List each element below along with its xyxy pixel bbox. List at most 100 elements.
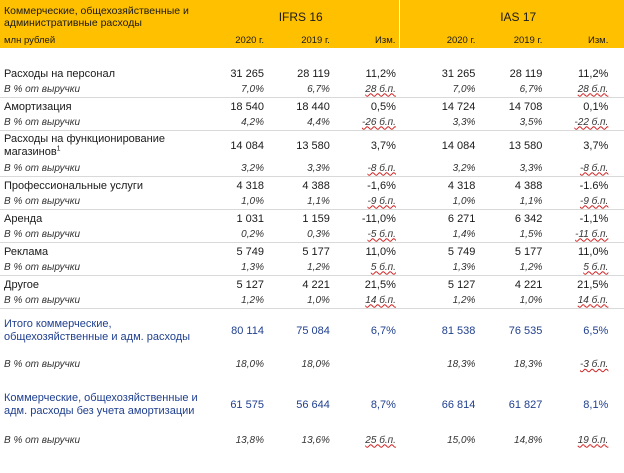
cell: 0,2% — [202, 227, 268, 243]
cell: 7,0% — [202, 82, 268, 98]
table-row-total-ex-amortization: Коммерческие, общехозяйственные и адм. р… — [0, 377, 624, 433]
row-label: Итого коммерческие, общехозяйственные и … — [4, 318, 191, 343]
cell: 4,2% — [202, 115, 268, 131]
table-row: Реклама 5 749 5 177 11,0% 5 749 5 177 11… — [0, 243, 624, 261]
cell: 14 б.п. — [333, 293, 400, 309]
cell: 21,5% — [364, 278, 396, 291]
cell: 15,0% — [447, 434, 476, 446]
cell: 1 159 — [302, 212, 330, 225]
table-row: В % от выручки 7,0% 6,7% 28 б.п. 7,0% 6,… — [0, 82, 624, 98]
table-row: В % от выручки 1,3% 1,2% 5 б.п. 1,3% 1,2… — [0, 260, 624, 276]
ifrs16-heading: IFRS 16 — [202, 0, 400, 34]
col-2019-ifrs: 2019 г. — [267, 34, 334, 48]
cell: 1,0% — [267, 293, 334, 309]
cell: 28 б.п. — [333, 82, 400, 98]
cell: 3,2% — [412, 161, 480, 177]
row-label: Коммерческие, общехозяйственные и адм. р… — [4, 392, 198, 417]
cell: 61 827 — [508, 399, 543, 411]
cell: 18 540 — [230, 100, 264, 113]
cell: 81 538 — [441, 325, 476, 337]
cell: 4 221 — [302, 278, 330, 291]
cell: 11,2% — [365, 67, 396, 80]
cell: 18 440 — [296, 100, 330, 113]
cell: 1,3% — [202, 260, 268, 276]
table-row: В % от выручки 3,2% 3,3% -8 б.п. 3,2% 3,… — [0, 161, 624, 177]
cell: 7,0% — [412, 82, 480, 98]
row-label: В % от выручки — [0, 161, 203, 177]
cell: 1,0% — [479, 293, 547, 309]
row-label: Расходы на функционирование магазинов1 — [4, 133, 165, 158]
cell: 31 265 — [230, 67, 264, 80]
cell: 66 814 — [441, 399, 476, 411]
cell: 1,2% — [412, 293, 480, 309]
cell: 3,2% — [202, 161, 268, 177]
cell: 5 б.п. — [333, 260, 400, 276]
row-label: В % от выручки — [0, 82, 203, 98]
cell: 14,8% — [514, 434, 543, 446]
cell: 18,3% — [514, 359, 543, 370]
table-row: В % от выручки 1,2% 1,0% 14 б.п. 1,2% 1,… — [0, 293, 624, 309]
row-label: В % от выручки — [0, 227, 203, 243]
cell: 1,3% — [412, 260, 480, 276]
row-label: Аренда — [4, 212, 43, 225]
unit-label: млн рублей — [0, 34, 203, 48]
table-row: Профессиональные услуги 4 318 4 388 -1,6… — [0, 177, 624, 195]
cell: 14 724 — [441, 100, 476, 113]
cell: 3,3% — [412, 115, 480, 131]
cell: -11,0% — [361, 212, 396, 225]
cell: 6 342 — [514, 212, 543, 225]
cell: 1,0% — [202, 194, 268, 210]
row-label: Амортизация — [4, 100, 72, 113]
cell: 6,7% — [267, 82, 334, 98]
cell: 1,0% — [412, 194, 480, 210]
cell: 5 749 — [236, 245, 264, 258]
cell: 25 б.п. — [365, 434, 396, 446]
cell: 5 127 — [236, 278, 264, 291]
cell: 5 б.п. — [546, 260, 613, 276]
cell: 5 177 — [514, 245, 543, 258]
cell: 13,6% — [301, 434, 330, 446]
cell: 13 580 — [508, 140, 543, 152]
cell: 4 388 — [302, 179, 330, 192]
table-row: Расходы на функционирование магазинов1 1… — [0, 131, 624, 162]
cell: 0,1% — [583, 100, 609, 113]
cell: -8 б.п. — [333, 161, 400, 177]
cell: 1 031 — [236, 212, 264, 225]
row-label: Реклама — [4, 245, 49, 258]
ias17-heading: IAS 17 — [412, 0, 624, 34]
cell: 11,0% — [365, 245, 396, 258]
row-label: Расходы на персонал — [4, 67, 116, 80]
cell: -9 б.п. — [546, 194, 613, 210]
col-2019-ias: 2019 г. — [479, 34, 547, 48]
cell: 3,5% — [479, 115, 547, 131]
cell: 5 127 — [447, 278, 476, 291]
cell: 13,8% — [235, 434, 264, 446]
cell: -22 б.п. — [546, 115, 613, 131]
cell: 1,1% — [479, 194, 547, 210]
cell: 11,0% — [577, 245, 609, 258]
table-row: Расходы на персонал 31 265 28 119 11,2% … — [0, 65, 624, 82]
cell: 4 388 — [514, 179, 543, 192]
cell: 18,0% — [301, 359, 330, 370]
row-label: В % от выручки — [4, 434, 81, 446]
cell: 18,0% — [235, 359, 264, 370]
cell: 1,2% — [202, 293, 268, 309]
table-title: Коммерческие, общехозяйственные и админис… — [0, 0, 203, 34]
cell: 3,3% — [267, 161, 334, 177]
cell: 13 580 — [296, 140, 330, 152]
cell: -26 б.п. — [333, 115, 400, 131]
cell: 1,2% — [267, 260, 334, 276]
cell: 75 084 — [296, 325, 330, 337]
column-header-row: млн рублей 2020 г. 2019 г. Изм. 2020 г. … — [0, 34, 624, 48]
col-2020-ias: 2020 г. — [412, 34, 480, 48]
cell: 8,7% — [370, 399, 396, 411]
table-row: В % от выручки 1,0% 1,1% -9 б.п. 1,0% 1,… — [0, 194, 624, 210]
table-header-row: Коммерческие, общехозяйственные и админис… — [0, 0, 624, 34]
col-chg-ifrs: Изм. — [333, 34, 400, 48]
cell: 1,4% — [412, 227, 480, 243]
cell: 3,7% — [583, 140, 609, 152]
cell: 5 177 — [302, 245, 330, 258]
cell: 28 119 — [297, 67, 330, 80]
cell: 1,1% — [267, 194, 334, 210]
table-row: Амортизация 18 540 18 440 0,5% 14 724 14… — [0, 98, 624, 116]
